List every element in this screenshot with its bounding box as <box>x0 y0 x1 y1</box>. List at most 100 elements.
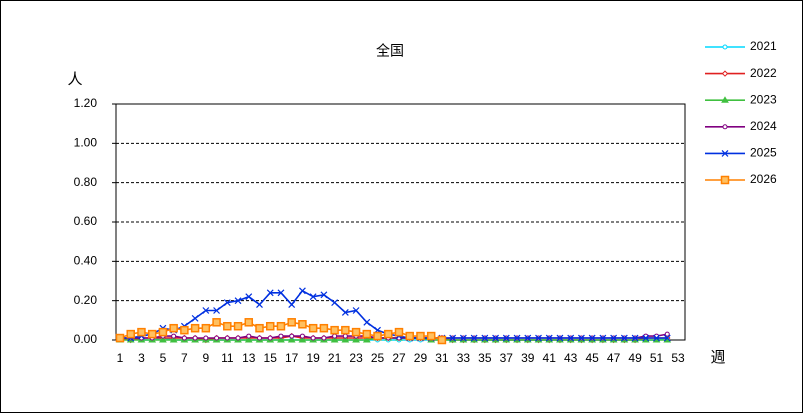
marker <box>352 336 360 343</box>
marker <box>278 333 284 339</box>
x-tick-label: 39 <box>521 351 535 365</box>
marker <box>171 333 177 339</box>
x-tick-label: 23 <box>349 351 363 365</box>
marker <box>147 329 157 339</box>
x-tick-label: 13 <box>242 351 256 365</box>
marker <box>265 321 275 331</box>
marker <box>470 334 478 342</box>
x-tick-label: 27 <box>392 351 406 365</box>
marker <box>289 333 295 339</box>
x-tick-label: 43 <box>564 351 578 365</box>
marker <box>330 336 339 343</box>
marker <box>256 301 263 309</box>
marker <box>308 323 318 333</box>
marker <box>437 335 447 345</box>
y-tick-label: 0.00 <box>74 332 98 346</box>
x-tick-label: 37 <box>500 351 514 365</box>
marker <box>201 323 211 333</box>
legend-marker <box>722 44 728 50</box>
legend-label: 2022 <box>750 66 777 80</box>
y-tick-label: 0.20 <box>74 293 98 307</box>
marker <box>214 335 220 341</box>
x-tick-label: 19 <box>306 351 320 365</box>
marker <box>299 333 305 339</box>
x-tick-label: 9 <box>203 351 210 365</box>
x-tick-label: 21 <box>328 351 342 365</box>
y-tick-label: 0.80 <box>74 175 98 189</box>
marker <box>158 327 168 337</box>
marker <box>159 336 167 343</box>
marker <box>115 333 125 343</box>
marker <box>288 301 296 309</box>
marker <box>246 333 252 339</box>
marker <box>331 299 339 307</box>
marker <box>224 335 230 341</box>
marker <box>287 336 296 343</box>
marker <box>362 329 372 339</box>
marker <box>642 334 650 342</box>
marker <box>309 293 317 301</box>
legend-marker <box>721 149 729 157</box>
marker <box>298 336 307 343</box>
marker <box>373 331 382 341</box>
legend-label: 2026 <box>750 172 777 186</box>
marker <box>481 334 489 342</box>
x-tick-label: 31 <box>435 351 449 365</box>
legend-label: 2021 <box>750 39 777 53</box>
marker <box>332 333 338 339</box>
x-tick-label: 11 <box>221 351 234 365</box>
marker <box>449 334 457 342</box>
marker <box>535 334 542 342</box>
legend-label: 2025 <box>750 146 777 160</box>
marker <box>588 334 596 342</box>
marker <box>342 333 348 339</box>
x-tick-label: 47 <box>607 351 621 365</box>
x-tick-label: 29 <box>414 351 428 365</box>
marker <box>653 334 660 342</box>
y-tick-label: 1.00 <box>74 136 98 150</box>
marker <box>319 323 329 333</box>
marker <box>276 321 286 331</box>
marker <box>235 335 241 341</box>
marker <box>416 331 425 341</box>
marker <box>502 334 510 342</box>
y-tick-label: 0.40 <box>74 254 98 268</box>
series-line <box>120 289 668 339</box>
legend-marker <box>721 70 729 77</box>
marker <box>277 289 285 297</box>
marker <box>255 323 264 333</box>
chart-title: 全国 <box>376 43 404 59</box>
x-tick-label: 53 <box>671 351 685 365</box>
marker <box>577 334 585 342</box>
marker <box>459 334 467 342</box>
marker <box>223 321 232 331</box>
plot-area <box>115 103 686 341</box>
x-tick-label: 3 <box>138 351 145 365</box>
marker <box>126 329 135 339</box>
marker <box>169 336 178 343</box>
legend-marker <box>721 96 729 103</box>
marker <box>203 335 209 341</box>
marker <box>192 335 198 341</box>
marker <box>267 335 273 341</box>
x-tick-label: 33 <box>457 351 471 365</box>
marker <box>567 334 575 342</box>
marker <box>266 289 274 297</box>
marker <box>244 318 254 327</box>
x-tick-label: 5 <box>160 351 167 365</box>
marker <box>362 336 371 343</box>
marker <box>556 334 564 342</box>
marker <box>341 309 349 316</box>
marker <box>341 325 350 335</box>
marker <box>257 335 262 341</box>
x-tick-label: 45 <box>585 351 599 365</box>
marker <box>545 334 553 342</box>
x-tick-label: 51 <box>650 351 664 365</box>
marker <box>234 297 242 305</box>
marker <box>620 334 628 342</box>
marker <box>631 334 639 342</box>
x-tick-label: 1 <box>117 351 124 365</box>
marker <box>513 334 521 342</box>
marker <box>524 334 532 342</box>
